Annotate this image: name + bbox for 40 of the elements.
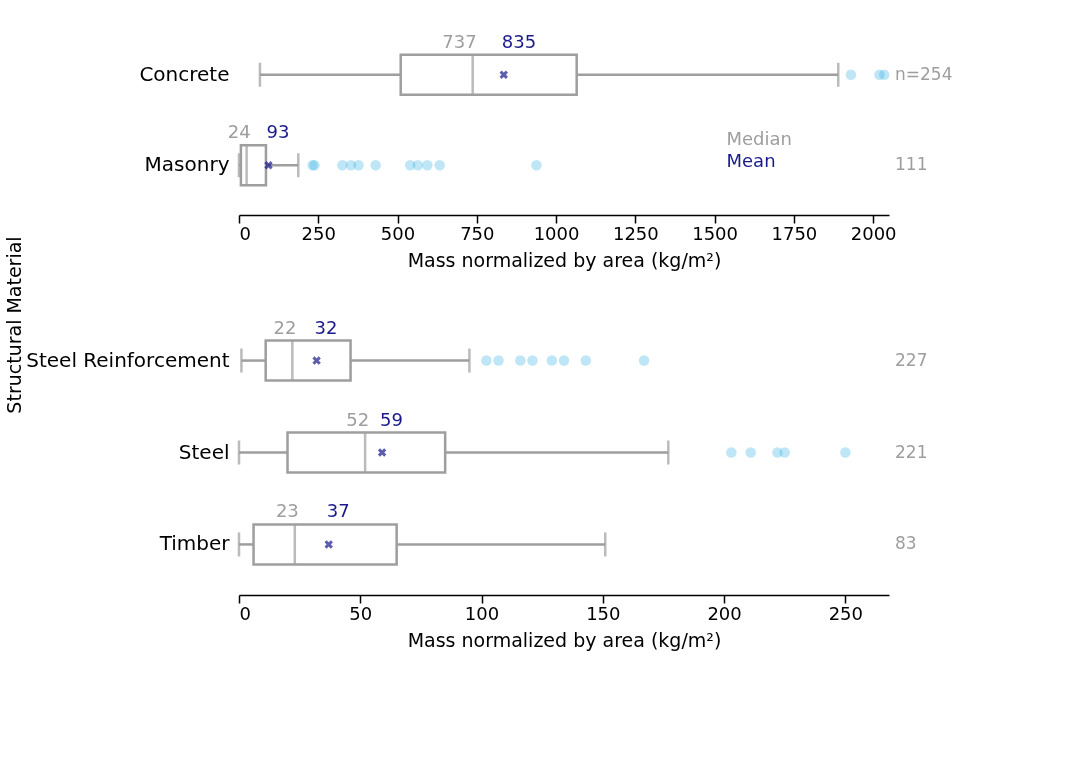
text: 111 xyxy=(895,154,928,175)
annotation: Mean xyxy=(726,150,776,171)
x-axis-title: Mass normalized by area (kg/m²) xyxy=(407,248,722,271)
x-tick-label: 50 xyxy=(349,602,373,624)
x-tick-label: 150 xyxy=(586,602,621,624)
x-tick-label: 0 xyxy=(239,222,251,244)
annotation: 37 xyxy=(326,500,350,522)
annotation: 24 xyxy=(227,121,251,143)
x-tick-label: 1000 xyxy=(533,222,580,244)
text: 83 xyxy=(895,533,917,554)
x-axis-title: Mass normalized by area (kg/m²) xyxy=(407,628,722,651)
text: 221 xyxy=(895,441,928,462)
y-tick-label: Masonry xyxy=(144,152,230,177)
annotation: 22 xyxy=(273,316,297,338)
annotation: 835 xyxy=(501,30,537,52)
annotation: 93 xyxy=(266,121,290,143)
y-tick-label: Steel xyxy=(178,439,230,464)
x-tick-label: 0 xyxy=(239,602,251,624)
annotation: 32 xyxy=(314,316,338,338)
y-tick-label: Timber xyxy=(158,531,231,556)
x-tick-label: 1250 xyxy=(612,222,659,244)
y-axis-title: Structural Material xyxy=(3,236,25,414)
annotation: 23 xyxy=(275,500,299,522)
y-tick-label: Concrete xyxy=(139,61,230,86)
text: 227 xyxy=(895,349,928,370)
text: n=254 xyxy=(895,63,953,84)
x-tick-label: 750 xyxy=(460,222,495,244)
annotation: 52 xyxy=(346,408,370,430)
x-tick-label: 250 xyxy=(301,222,336,244)
x-tick-label: 100 xyxy=(464,602,500,624)
annotation: 59 xyxy=(380,408,403,430)
x-tick-label: 1500 xyxy=(692,222,739,244)
x-tick-label: 1750 xyxy=(771,222,818,244)
annotation: Median xyxy=(726,128,792,149)
y-tick-label: Steel Reinforcement xyxy=(26,347,230,372)
x-tick-label: 500 xyxy=(380,222,416,244)
x-tick-label: 200 xyxy=(707,602,742,624)
x-tick-label: 2000 xyxy=(850,222,897,244)
annotation: 737 xyxy=(442,30,477,52)
x-tick-label: 250 xyxy=(828,602,864,624)
